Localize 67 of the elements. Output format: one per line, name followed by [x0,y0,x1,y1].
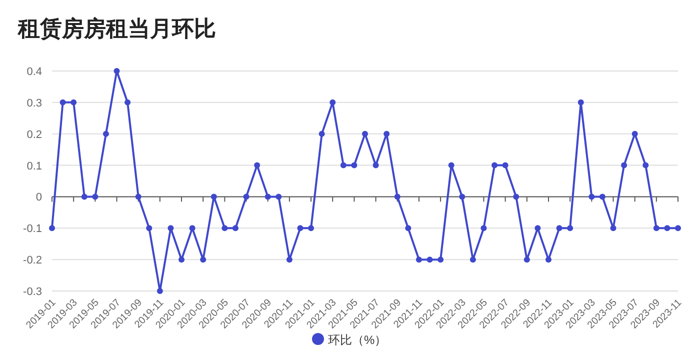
y-tick-label: 0.3 [26,97,42,110]
point [513,194,520,200]
point [276,194,282,200]
point [146,225,152,232]
point [578,99,584,106]
point [340,162,346,168]
point [416,256,422,263]
point [372,162,379,168]
point [545,256,552,263]
point [426,256,433,263]
point [675,225,681,232]
point [318,130,325,137]
point [567,225,574,232]
point [178,256,185,263]
legend-label: 环比（%） [328,333,387,347]
point [448,162,454,168]
point [60,99,66,106]
point [664,225,670,232]
point [330,99,336,106]
point [621,162,628,168]
point [308,225,314,232]
point [492,162,498,168]
point [200,256,206,263]
point [286,256,292,263]
point [168,225,174,232]
point [362,130,368,137]
point [70,99,77,106]
point [114,68,120,74]
point [81,194,88,200]
point [394,194,400,200]
y-tick-label: 0.2 [26,128,42,141]
point [470,256,476,263]
point [297,225,304,232]
y-tick-label: 0 [36,192,42,204]
y-tick-label: -0.2 [23,254,42,267]
y-tick-label: 0.1 [26,160,42,172]
point [653,225,660,232]
point [405,225,412,232]
point [243,194,250,200]
point [92,194,98,200]
point [524,256,530,263]
point [49,225,55,232]
chart-title: 租赁房房租当月环比 [17,16,216,41]
point [599,194,606,200]
point [102,130,109,137]
point [459,194,466,200]
point [156,288,163,294]
point [254,162,260,168]
point [232,225,238,232]
y-tick-label: -0.3 [23,286,42,298]
point [588,194,595,200]
point [384,130,390,137]
y-tick-label: -0.1 [23,223,42,236]
point [556,225,562,232]
point [438,256,444,263]
point [264,194,271,200]
point [210,194,217,200]
point [480,225,487,232]
point [351,162,358,168]
point [124,99,131,106]
point [502,162,508,168]
y-tick-label: 0.4 [26,66,42,78]
point [632,130,638,137]
point [135,194,142,200]
point [610,225,616,232]
point [642,162,649,168]
point [222,225,228,232]
